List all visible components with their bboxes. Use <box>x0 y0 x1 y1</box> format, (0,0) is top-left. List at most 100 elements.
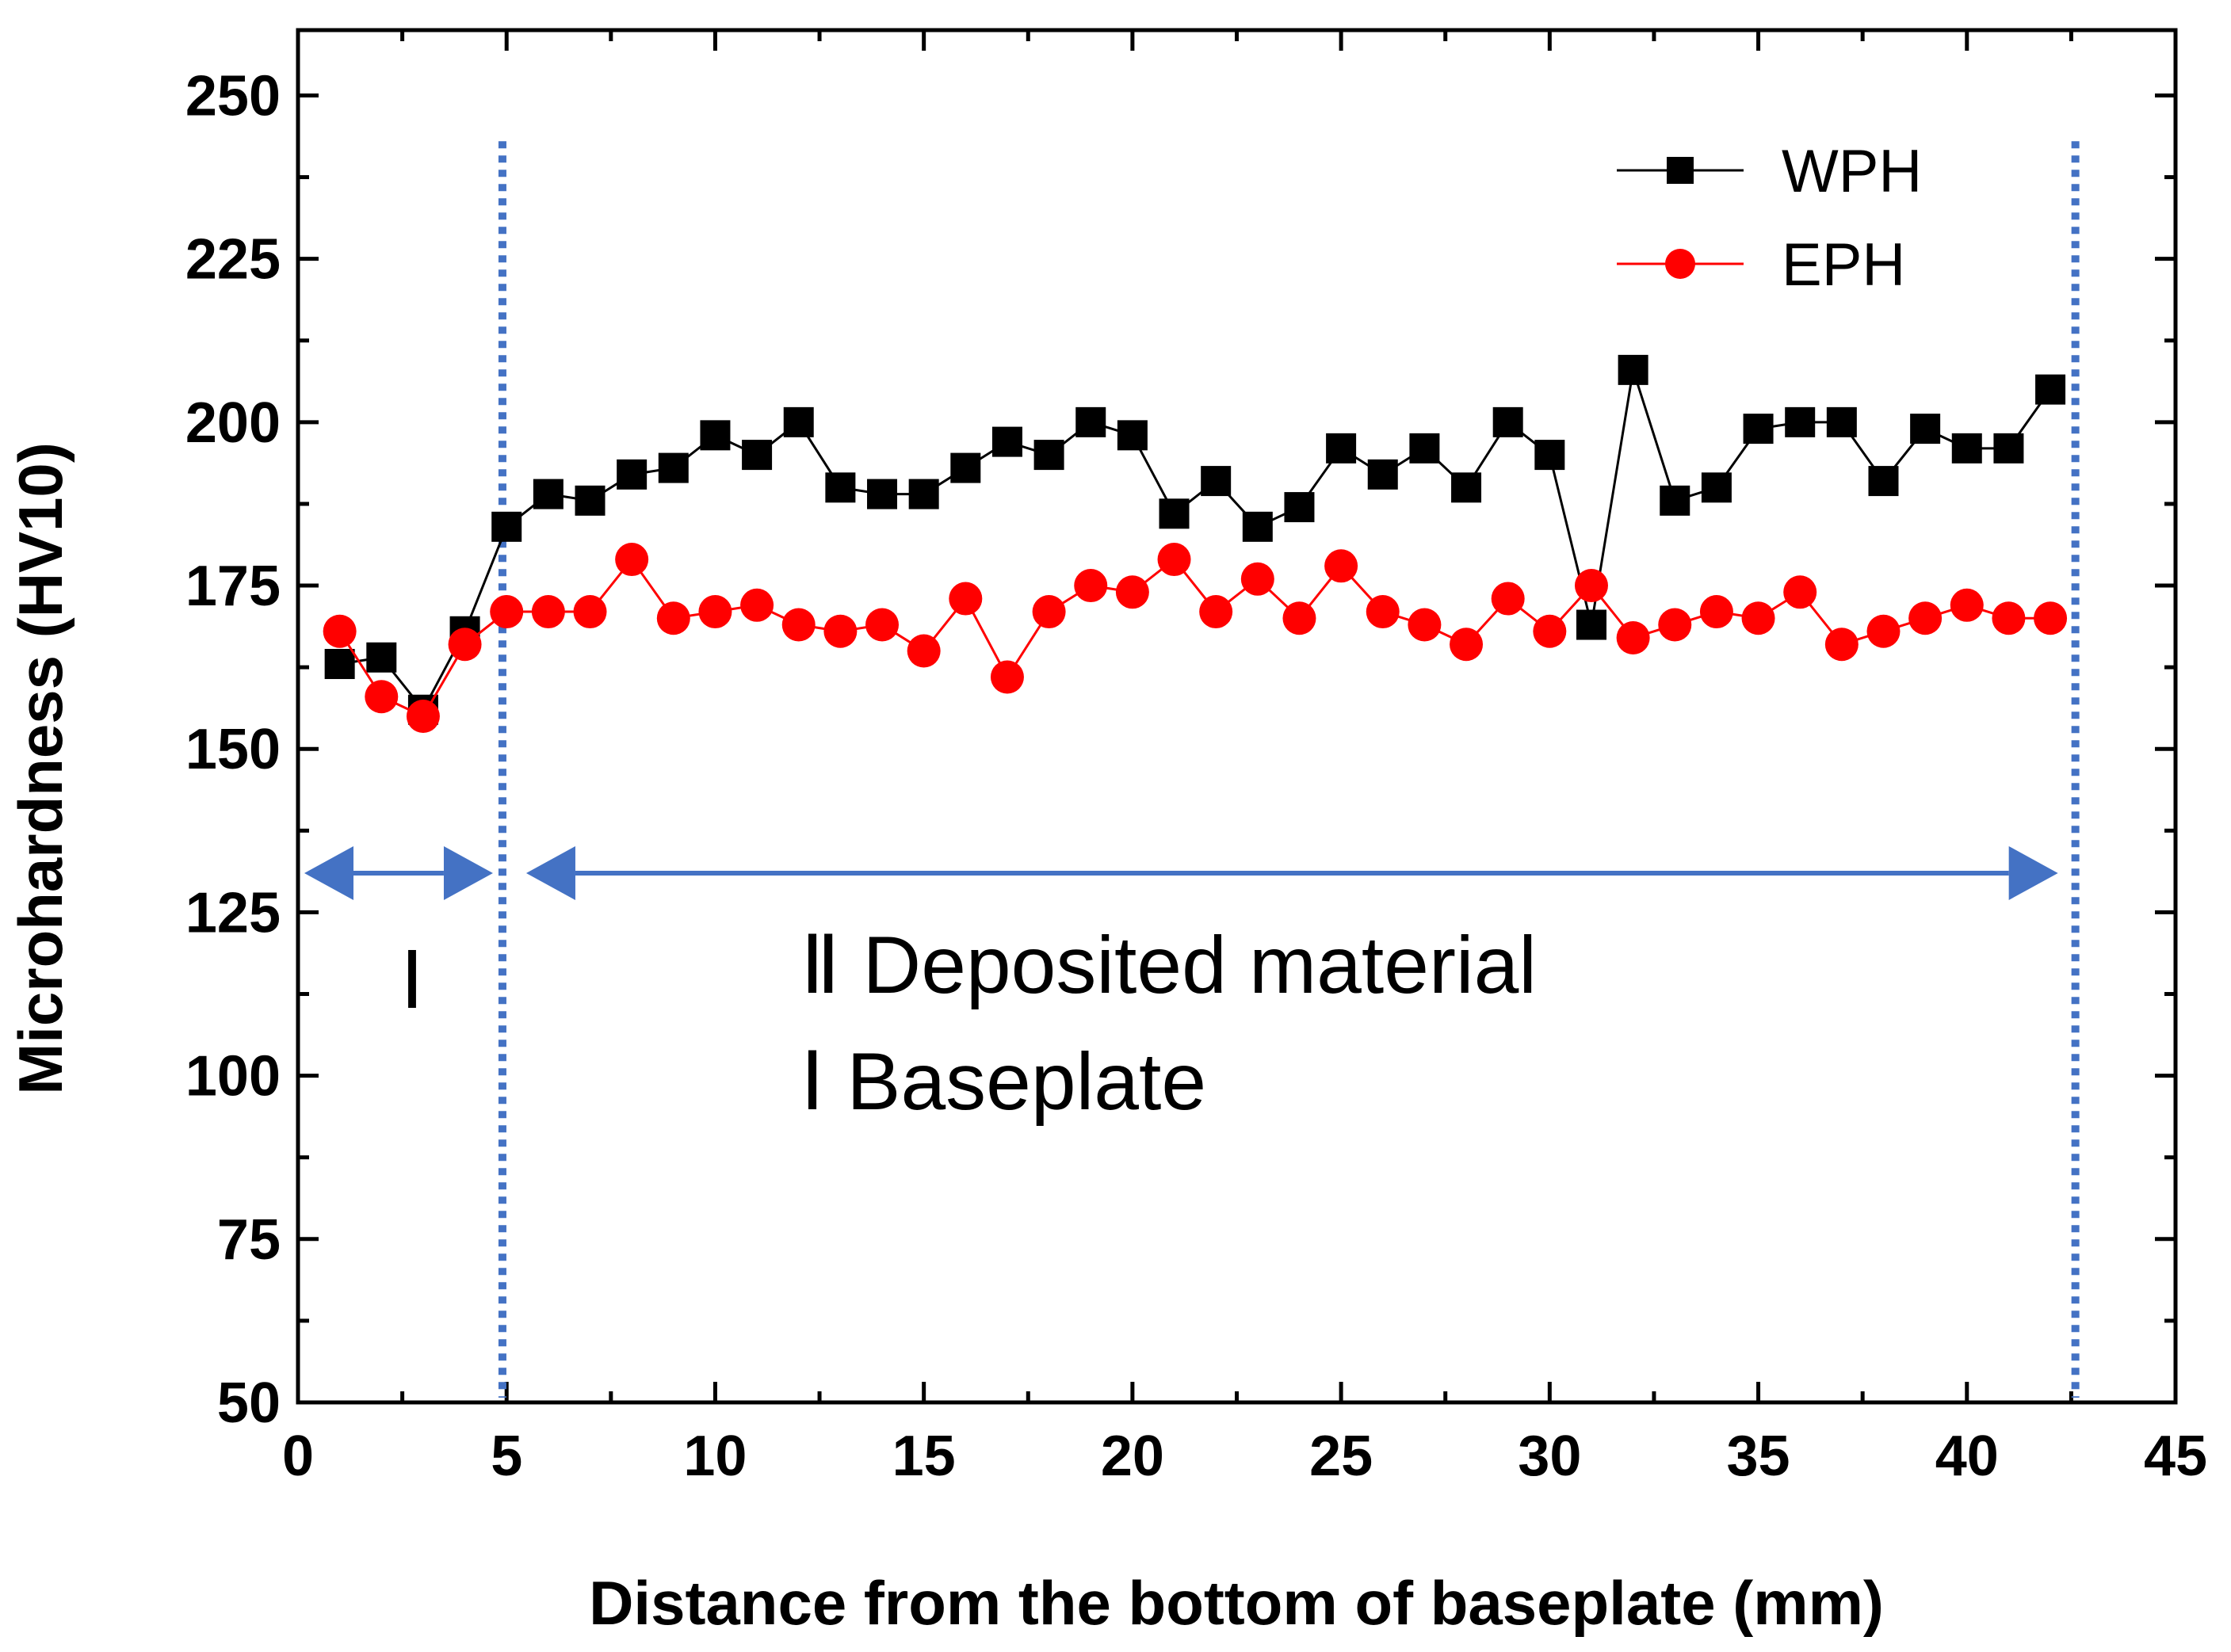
y-tick-label: 150 <box>185 718 281 781</box>
wph-data-point <box>1701 472 1732 503</box>
y-tick-label: 200 <box>185 391 281 455</box>
y-axis-title: Microhardness (HV10) <box>6 442 75 1095</box>
wph-data-point <box>1618 354 1648 385</box>
wph-data-point <box>533 479 563 509</box>
wph-data-point <box>1201 466 1232 497</box>
wph-data-point <box>1075 406 1106 437</box>
eph-data-point <box>1157 543 1191 577</box>
eph-data-point <box>1533 614 1567 648</box>
eph-data-point <box>1992 601 2026 635</box>
eph-data-point <box>531 595 565 629</box>
eph-data-point <box>698 595 732 629</box>
x-tick-label: 10 <box>683 1425 747 1488</box>
wph-data-point <box>324 649 355 680</box>
wph-data-point <box>658 452 689 483</box>
baseplate-region-arrow <box>304 845 493 900</box>
eph-data-point <box>865 608 900 642</box>
arrow-head-left <box>304 845 353 900</box>
eph-data-point <box>1408 608 1442 642</box>
wph-data-point <box>1993 433 2024 464</box>
region-boundaries <box>498 141 2080 1398</box>
legend: WPH EPH <box>1617 138 1922 299</box>
wph-data-point <box>1576 609 1606 640</box>
eph-data-point <box>1324 549 1358 583</box>
wph-data-point <box>950 452 981 483</box>
wph-data-point <box>491 511 522 542</box>
wph-data-point <box>1660 485 1690 516</box>
wph-data-point <box>1826 406 1857 437</box>
eph-data-point <box>1699 595 1733 629</box>
wph-data-point <box>617 459 648 490</box>
eph-data-point <box>1240 562 1274 596</box>
eph-data-point <box>1950 588 1984 622</box>
arrow-head-right <box>443 845 493 900</box>
wph-data-point <box>1284 492 1315 523</box>
y-tick-label: 175 <box>185 555 281 618</box>
eph-data-point <box>1658 608 1692 642</box>
wph-data-point <box>1492 406 1523 437</box>
wph-data-point <box>366 642 397 673</box>
eph-data-point <box>1574 569 1608 603</box>
eph-data-point <box>1282 601 1316 635</box>
eph-data-point <box>573 595 607 629</box>
x-tick-label: 25 <box>1309 1425 1373 1488</box>
eph-data-point <box>907 634 941 668</box>
wph-data-point <box>1534 440 1565 471</box>
wph-data-point <box>1033 440 1064 471</box>
wph-data-point <box>700 420 731 451</box>
wph-data-point <box>1868 466 1899 497</box>
x-tick-label: 30 <box>1518 1425 1581 1488</box>
wph-data-point <box>867 479 898 509</box>
x-tick-label: 15 <box>892 1425 956 1488</box>
wph-data-point <box>1951 433 1982 464</box>
legend-wph-marker <box>1667 157 1694 184</box>
arrow-head-right <box>2008 845 2058 900</box>
eph-data-point <box>490 595 524 629</box>
wph-data-point <box>1910 414 1941 444</box>
eph-data-point <box>1741 601 1775 635</box>
y-tick-label: 100 <box>185 1045 281 1108</box>
wph-data-point <box>825 472 856 503</box>
y-tick-label: 250 <box>185 64 281 128</box>
wph-data-point <box>991 426 1022 457</box>
x-axis-title: Distance from the bottom of baseplate (m… <box>589 1568 1884 1638</box>
wph-data-point <box>1785 406 1816 437</box>
arrow-head-left <box>525 845 575 900</box>
eph-data-point <box>365 680 399 714</box>
eph-data-point <box>615 543 649 577</box>
eph-data-point <box>1824 628 1859 662</box>
eph-data-point <box>1032 595 1066 629</box>
wph-data-point <box>742 440 773 471</box>
eph-data-point <box>656 601 690 635</box>
legend-wph-label: WPH <box>1782 138 1922 205</box>
region-arrows <box>304 845 2058 900</box>
x-tick-label: 0 <box>282 1425 314 1488</box>
wph-data-point <box>1409 433 1440 464</box>
eph-data-point <box>1199 595 1233 629</box>
y-tick-label: 50 <box>217 1372 281 1435</box>
x-tick-label: 20 <box>1101 1425 1164 1488</box>
eph-data-point <box>740 588 774 622</box>
deposited-region-arrow <box>525 845 2058 900</box>
eph-data-point <box>781 608 816 642</box>
eph-data-point <box>1783 575 1817 609</box>
wph-data-point <box>783 406 814 437</box>
wph-data-point <box>1743 414 1774 444</box>
eph-data-point <box>990 660 1024 694</box>
eph-data-point <box>949 582 983 616</box>
eph-data-point <box>1115 575 1149 609</box>
wph-data-point <box>1451 472 1482 503</box>
eph-data-point <box>1491 582 1525 616</box>
eph-data-point <box>1908 601 1943 635</box>
wph-data-point <box>1117 420 1148 451</box>
eph-data-point <box>2034 601 2068 635</box>
legend-eph-label: EPH <box>1782 231 1905 299</box>
x-tick-label: 40 <box>1935 1425 1999 1488</box>
region-one-description: Ⅰ Baseplate <box>800 1036 1206 1127</box>
wph-data-point <box>2035 374 2066 405</box>
eph-data-point <box>823 614 858 648</box>
wph-data-point <box>1159 498 1190 529</box>
data-series <box>323 354 2068 733</box>
region-one-label: Ⅰ <box>400 937 424 1025</box>
